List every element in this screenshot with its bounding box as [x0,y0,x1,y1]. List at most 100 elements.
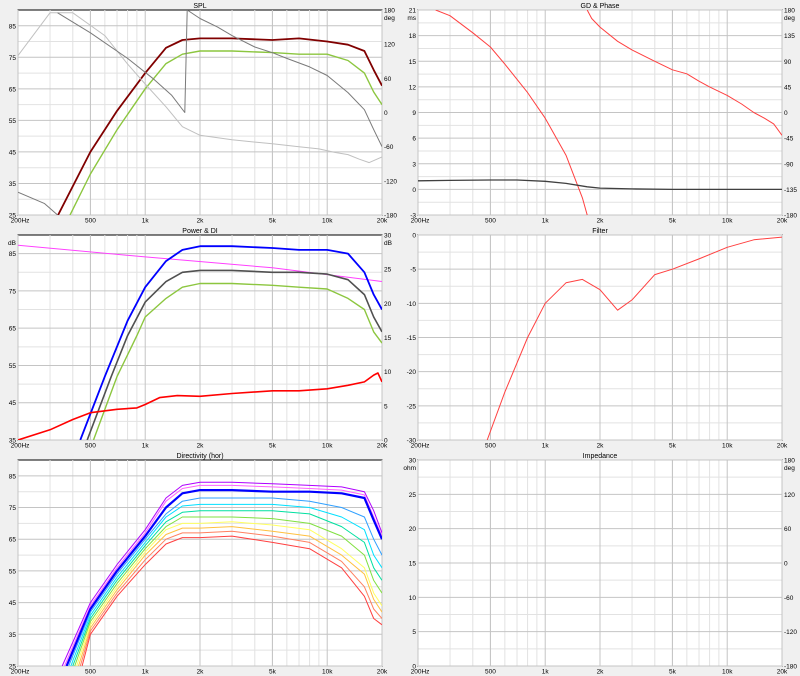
directivity-panel: Directivity (hor) 25 35 45 55 65 75 85 200Hz 500 1… [9,453,388,676]
series-line-9 [78,526,382,666]
y2-unit-label: deg [784,15,795,22]
x-tick-label: 500 [485,669,496,676]
y2-tick-label: 60 [784,526,792,533]
series-line-4 [68,497,382,666]
y2-tick-label: 30 [384,233,392,240]
series-line-4 [92,282,382,440]
y-tick-label: -20 [407,369,417,376]
y-tick-label: 15 [409,561,417,568]
y-tick-label: 6 [412,136,416,143]
series-group [418,10,782,215]
y-tick-label: 75 [9,288,17,295]
chart-title: Impedance [583,453,618,460]
y-tick-label: 85 [9,251,17,258]
x-tick-label: 2k [597,443,605,450]
x-tick-label: 200Hz [11,443,30,450]
y2-tick-label: -90 [784,161,794,168]
x-tick-label: 500 [485,443,496,450]
x-tick-label: 10k [322,669,333,676]
major-gridlines [17,460,383,667]
y2-unit-label: deg [384,15,395,22]
y-tick-label: 55 [9,118,17,125]
y-tick-label: -5 [410,267,416,274]
x-tick-label: 5k [269,443,277,450]
y2-tick-label: 120 [784,492,795,499]
x-tick-label: 500 [85,669,96,676]
series-line-5 [57,10,382,147]
y-tick-label: 75 [9,55,17,62]
y2-tick-label: 20 [384,301,392,308]
x-tick-label: 10k [722,443,733,450]
series-line-3 [65,488,382,666]
chart-title: Directivity (hor) [176,453,223,460]
series-line-2 [79,245,382,440]
y-tick-label: -3 [410,213,416,220]
x-tick-label: 200Hz [411,669,430,676]
y-tick-label: 25 [409,492,417,499]
spl-panel: SPL 25 35 45 55 65 75 85 -180 -120 -60 0 60 120 180deg… [9,3,398,225]
series-line-5 [18,372,382,440]
x-tick-label: 10k [722,669,733,676]
series-line-4 [18,191,58,215]
x-tick-label: 1k [142,218,150,225]
y-tick-label: 85 [9,23,17,30]
y2-tick-label: -180 [784,213,797,220]
series-group [486,236,782,440]
x-tick-label: 1k [142,669,150,676]
major-gridlines [417,9,783,216]
y-tick-label: 55 [9,363,17,370]
y2-tick-label: 180 [784,458,795,465]
y2-unit-label: deg [784,465,795,472]
series-line-3 [18,12,382,164]
series-line-2 [69,50,382,215]
y2-tick-label: 25 [384,267,392,274]
y-tick-label: 65 [9,326,17,333]
x-tick-label: 2k [197,218,205,225]
series-line-1 [435,10,588,215]
series-group [61,481,382,666]
chart-title: Power & DI [182,228,217,235]
y-tick-label: 45 [9,400,17,407]
series-line-1 [61,481,382,666]
y-tick-label: 5 [412,629,416,636]
x-tick-label: 2k [597,669,605,676]
x-tick-label: 200Hz [411,218,430,225]
series-group [18,10,382,215]
x-tick-label: 200Hz [411,443,430,450]
x-tick-label: 20k [777,443,788,450]
y2-tick-label: 90 [784,59,792,66]
y-tick-label: 10 [409,595,417,602]
major-gridlines [17,235,383,441]
y-unit-label: dB [8,240,16,247]
series-line-6 [72,510,382,666]
y-tick-label: 45 [9,600,17,607]
power-di-panel: Power & DI354555657585dB051015202530dB20… [8,228,392,450]
y2-tick-label: 0 [384,438,388,445]
y-tick-label: 85 [9,473,17,480]
series-line-8 [76,521,382,666]
y2-tick-label: 45 [784,84,792,91]
y2-tick-label: -45 [784,136,794,143]
y-tick-label: -25 [407,403,417,410]
x-tick-label: 20k [377,443,388,450]
y-tick-label: 75 [9,505,17,512]
y2-tick-label: 15 [384,335,392,342]
y-tick-label: -10 [407,301,417,308]
y2-tick-label: 180 [784,8,795,15]
y2-tick-label: 0 [384,110,388,117]
y-tick-label: 25 [9,664,17,671]
x-tick-label: 2k [197,443,205,450]
y-tick-label: 18 [409,33,417,40]
y2-tick-label: -120 [784,629,797,636]
y-tick-label: 65 [9,86,17,93]
y-tick-label: 21 [409,8,417,15]
y2-tick-label: -60 [784,595,794,602]
x-tick-label: 5k [269,669,277,676]
y2-tick-label: -180 [384,213,397,220]
x-tick-label: 5k [669,669,677,676]
y-tick-label: 35 [9,181,17,188]
y-unit-label: ohm [403,465,416,472]
y-tick-label: 30 [409,458,417,465]
